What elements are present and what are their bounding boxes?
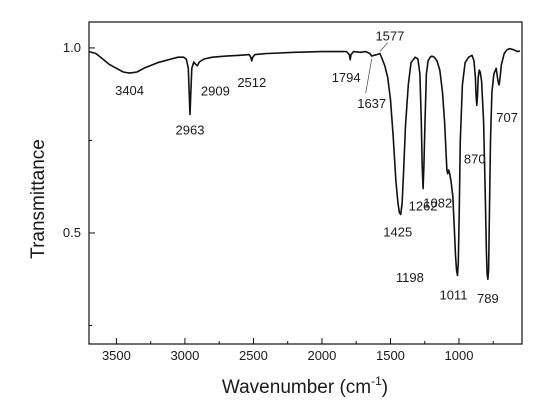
- peak-label-870: 870: [464, 151, 486, 166]
- peak-label-1425: 1425: [383, 224, 412, 239]
- transmittance-series-line: [88, 47, 521, 280]
- peak-label-1794: 1794: [332, 70, 361, 85]
- x-axis-label-close: ): [382, 377, 388, 398]
- x-tick-label-2: 2500: [239, 348, 268, 363]
- peak-label-707: 707: [496, 110, 518, 125]
- peak-leader-1577: [379, 42, 389, 52]
- peak-label-2512: 2512: [237, 75, 266, 90]
- plot-area-frame: [88, 21, 523, 345]
- peak-label-1082: 1082: [423, 196, 452, 211]
- peak-label-789: 789: [477, 291, 499, 306]
- peak-label-2909: 2909: [201, 84, 230, 99]
- x-tick-label-4: 1500: [376, 348, 405, 363]
- x-tick-label-0: 3500: [102, 348, 131, 363]
- peak-label-1577: 1577: [375, 28, 404, 43]
- x-axis-label-superscript: -1: [371, 374, 382, 388]
- peak-label-1637: 1637: [357, 96, 386, 111]
- peak-label-1198: 1198: [396, 270, 424, 285]
- peak-label-1011: 1011: [439, 288, 467, 303]
- x-axis-ticks: 3500 3000 2500 2000 1500 1000: [102, 338, 494, 363]
- y-tick-label-1: 0.5: [63, 225, 81, 240]
- peak-label-1262: 1262: [409, 199, 438, 214]
- x-tick-label-1: 3000: [170, 348, 199, 363]
- peak-leader-lines: [365, 42, 389, 94]
- x-axis-label: Wavenumber (cm-1): [222, 374, 388, 398]
- peak-leader-1637: [365, 58, 373, 94]
- y-tick-label-0: 1.0: [63, 40, 81, 55]
- peak-label-2963: 2963: [176, 123, 205, 138]
- x-tick-label-5: 1000: [445, 348, 474, 363]
- x-tick-label-3: 2000: [307, 348, 336, 363]
- y-axis-ticks: 1.0 0.5: [63, 40, 95, 326]
- y-axis-label: Transmittance: [28, 139, 49, 259]
- peak-label-3404: 3404: [115, 83, 144, 98]
- peak-labels: 3404 2963 2909 2512 1794 1637 1577 1425 1262 1198…: [115, 28, 518, 306]
